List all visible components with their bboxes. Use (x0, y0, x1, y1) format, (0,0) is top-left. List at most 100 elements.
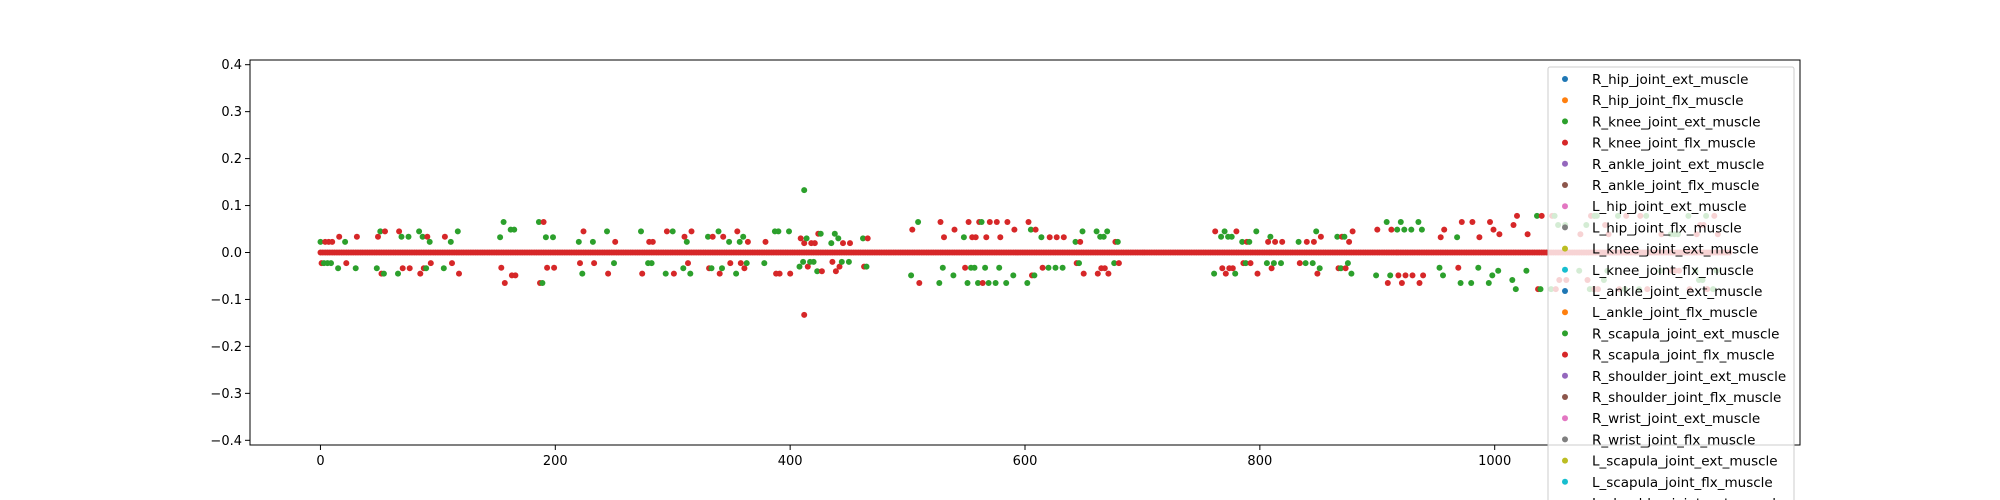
data-point (1514, 212, 1520, 219)
x-tick-label: 800 (1247, 454, 1272, 469)
data-point (705, 233, 711, 240)
data-point (405, 233, 412, 240)
data-point (1524, 231, 1531, 238)
data-point (1278, 260, 1284, 267)
data-point (1310, 238, 1317, 245)
legend-label: R_wrist_joint_ext_muscle (1592, 411, 1760, 427)
legend-marker (1562, 245, 1568, 252)
data-point (986, 219, 993, 225)
legend-marker (1562, 330, 1568, 337)
data-point (343, 260, 350, 267)
data-point (500, 219, 507, 225)
data-point (800, 258, 807, 265)
data-point (1458, 219, 1465, 225)
data-point (395, 270, 401, 277)
y-tick-label: 0.3 (221, 105, 242, 120)
data-point (1397, 219, 1404, 225)
data-point (604, 228, 610, 235)
data-point (580, 228, 587, 235)
data-point (975, 280, 981, 286)
data-point (941, 234, 947, 241)
data-point (1079, 228, 1086, 235)
y-tick-label: 0.2 (221, 152, 242, 167)
data-point (1468, 280, 1475, 286)
y-tick-label: −0.4 (210, 434, 242, 449)
data-point (417, 270, 424, 277)
legend-label: R_wrist_joint_flx_muscle (1592, 432, 1755, 448)
data-point (720, 233, 727, 240)
x-tick-label: 600 (1013, 454, 1038, 469)
data-point (1115, 260, 1122, 267)
data-point (329, 238, 336, 245)
data-point (1060, 234, 1067, 241)
data-point (1052, 264, 1059, 271)
data-point (1025, 219, 1032, 225)
legend-marker (1562, 372, 1568, 379)
data-point (1457, 280, 1464, 286)
data-point (639, 270, 646, 277)
legend-label: L_hip_joint_flx_muscle (1592, 220, 1742, 236)
x-tick-label: 200 (543, 454, 568, 469)
legend-label: R_ankle_joint_ext_muscle (1592, 157, 1764, 173)
data-point (454, 228, 461, 235)
data-point (1383, 219, 1390, 225)
data-point (688, 228, 695, 235)
data-point (544, 264, 551, 271)
data-point (982, 264, 989, 271)
data-point (840, 240, 846, 247)
data-point (382, 228, 388, 235)
legend-label: R_scapula_joint_ext_muscle (1592, 326, 1779, 342)
data-point (960, 234, 967, 241)
data-point (1270, 260, 1277, 267)
data-point (1211, 270, 1218, 277)
legend-marker (1562, 203, 1568, 210)
data-point (951, 226, 958, 233)
data-point (811, 240, 818, 247)
data-point (936, 280, 943, 286)
data-point (1253, 228, 1260, 235)
data-point (1373, 272, 1380, 279)
data-point (426, 238, 433, 245)
data-point (1395, 272, 1402, 279)
data-point (535, 219, 542, 225)
data-point (685, 260, 691, 267)
data-point (440, 265, 447, 272)
data-point (1093, 228, 1100, 235)
legend-marker (1562, 288, 1568, 294)
data-point (709, 233, 716, 240)
x-tick-label: 400 (778, 454, 803, 469)
data-point (501, 280, 508, 286)
data-point (1101, 265, 1108, 272)
data-point (726, 238, 733, 245)
legend-label: L_hip_joint_ext_muscle (1592, 199, 1747, 215)
data-point (449, 260, 455, 267)
data-point (733, 270, 740, 277)
data-point (1317, 233, 1324, 240)
data-point (1489, 272, 1496, 279)
data-point (1313, 228, 1320, 235)
data-point (996, 264, 1003, 271)
legend-marker (1562, 97, 1568, 104)
data-point (838, 258, 845, 265)
data-point (964, 280, 971, 286)
data-point (1268, 265, 1275, 272)
data-point (1076, 260, 1082, 267)
data-point (845, 258, 852, 265)
data-point (1441, 226, 1448, 233)
data-point (1246, 238, 1253, 245)
data-point (1348, 270, 1355, 277)
data-point (1437, 234, 1444, 241)
data-point (1341, 233, 1348, 240)
data-point (1316, 265, 1323, 272)
data-point (1302, 260, 1309, 267)
data-point (835, 235, 842, 242)
data-point (950, 272, 957, 279)
legend-box (1547, 66, 1795, 500)
data-point (1228, 233, 1235, 240)
data-point (1416, 280, 1423, 286)
data-point (1398, 280, 1405, 286)
data-point (1232, 270, 1239, 277)
data-point (540, 219, 547, 225)
data-point (373, 265, 380, 272)
